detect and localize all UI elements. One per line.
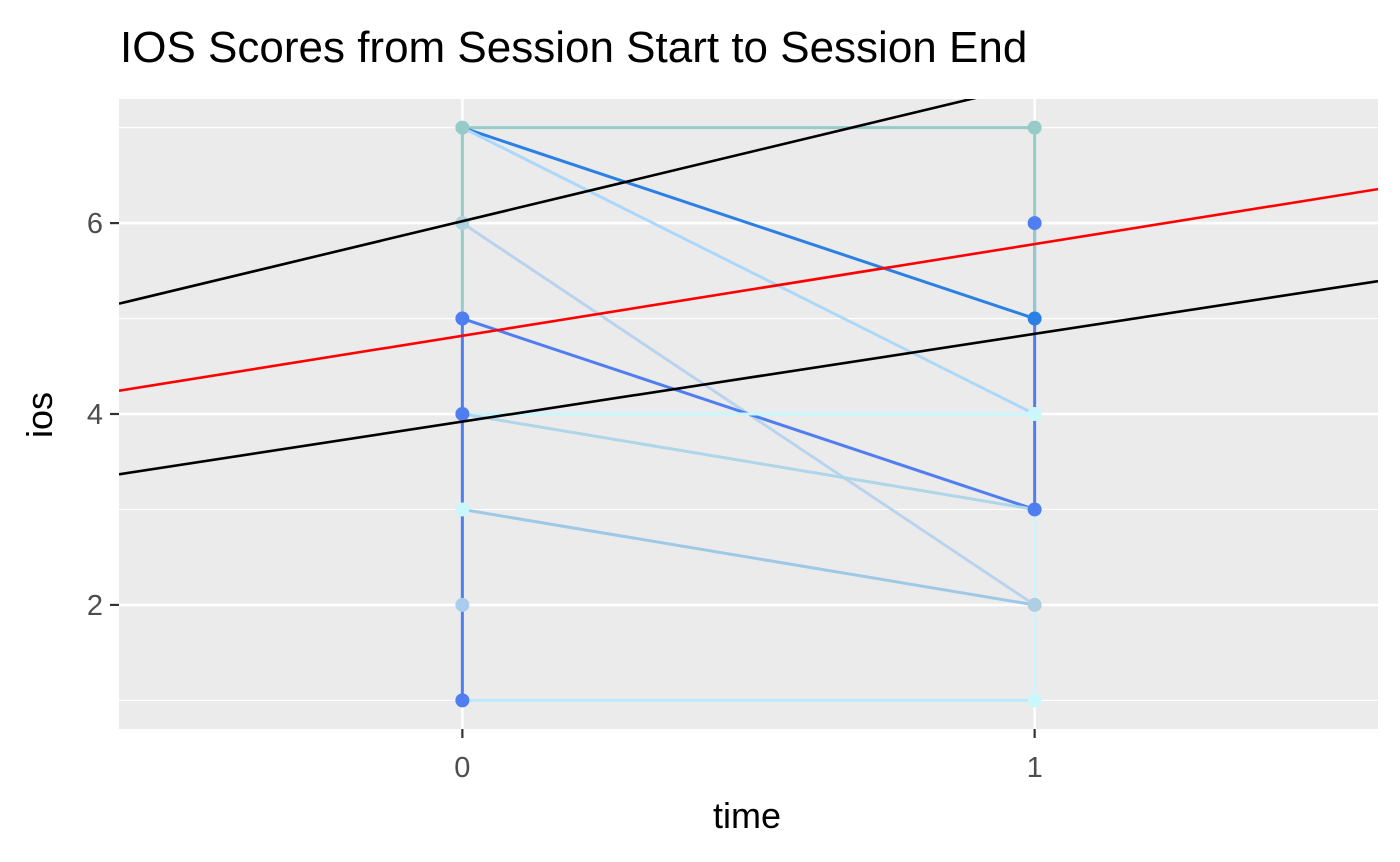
data-point <box>455 311 470 326</box>
data-point <box>455 597 470 612</box>
reference-lines <box>119 99 1378 476</box>
series-line <box>460 126 1037 321</box>
y-axis-label: ios <box>19 392 60 438</box>
red-trend-line <box>119 187 1378 392</box>
data-point <box>455 120 470 135</box>
data-point <box>1027 693 1042 708</box>
data-point <box>1027 597 1042 612</box>
series-line <box>460 412 1037 511</box>
x-axis-label: time <box>713 795 781 836</box>
series-line <box>460 507 1037 607</box>
x-tick-label: 1 <box>1027 752 1043 784</box>
chart-title: IOS Scores from Session Start to Session… <box>120 23 1027 72</box>
data-point <box>455 407 470 421</box>
data-point <box>455 693 470 708</box>
y-tick-label: 4 <box>87 399 103 431</box>
data-point <box>1027 216 1042 231</box>
data-point <box>1027 311 1042 326</box>
series-line <box>460 126 1037 416</box>
axis-ticks: 2 4 6 0 1 <box>87 208 1043 784</box>
data-points <box>455 120 1042 708</box>
black-bound-line <box>119 99 977 305</box>
black-bound-line <box>119 279 1378 476</box>
y-tick-label: 6 <box>87 208 103 240</box>
data-point <box>1027 407 1042 421</box>
data-point <box>455 502 470 517</box>
data-point <box>1027 120 1042 135</box>
data-point <box>1027 502 1042 517</box>
x-tick-label: 0 <box>454 752 470 784</box>
y-tick-label: 2 <box>87 590 103 622</box>
